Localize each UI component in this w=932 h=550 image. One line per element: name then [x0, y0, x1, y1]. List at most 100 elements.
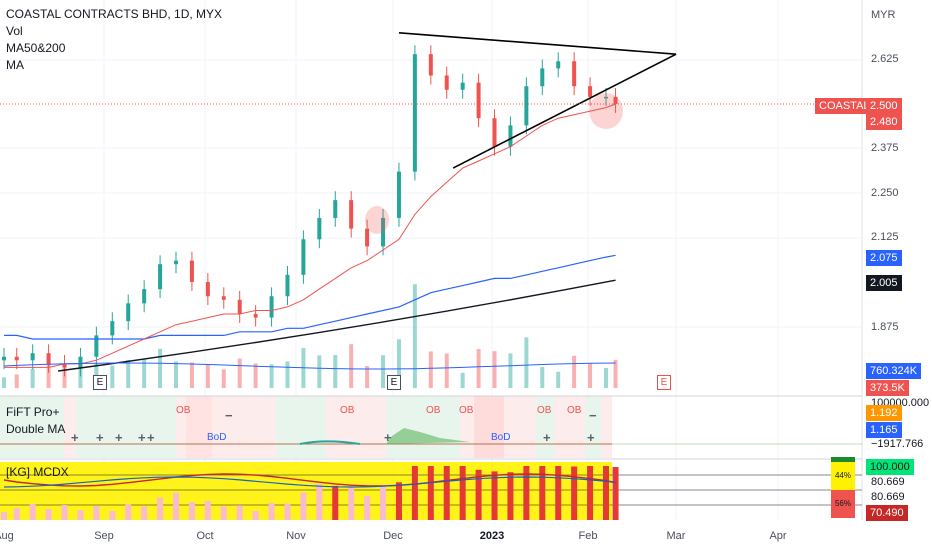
ob-label-5: OB [537, 405, 552, 416]
mcdx-value-4: 70.490 [866, 505, 908, 521]
earnings-marker-1[interactable]: E [93, 375, 107, 390]
mcdx-bar [523, 466, 530, 520]
mcdx-label[interactable]: [KG] MCDX [6, 465, 69, 479]
mcdx-bar [332, 485, 339, 520]
mcdx-bar [539, 466, 546, 520]
volume-bar [269, 364, 274, 388]
candle-body [189, 260, 194, 282]
mcdx-value-3: 80.669 [871, 491, 905, 503]
mcdx-pct-bottom: 56% [831, 490, 855, 518]
mcdx-value-2: 80.669 [871, 476, 905, 488]
mcdx-bar [13, 508, 20, 520]
symmetric-triangle-drawing[interactable] [398, 32, 677, 169]
volume-bar [508, 353, 513, 388]
triangle-upper-line [398, 32, 677, 55]
price-grid [0, 0, 862, 520]
mcdx-bar [157, 497, 164, 520]
price-tick-6: 1.875 [871, 321, 899, 333]
mcdx-bar [45, 509, 52, 520]
mcdx-bar [173, 492, 179, 520]
earnings-marker-2[interactable]: E [387, 375, 401, 390]
mcdx-bar [571, 466, 578, 520]
candle-body [317, 217, 322, 240]
svg-text:−: − [589, 408, 597, 423]
volume-bar [572, 355, 577, 388]
mcdx-bar [612, 467, 619, 520]
volume-bar [540, 367, 545, 388]
candle-body [524, 86, 529, 126]
bod-label-1: BoD [207, 432, 227, 443]
mcdx-bar [411, 466, 418, 520]
mcdx-bars [1, 466, 619, 520]
candle-body [365, 228, 370, 247]
x-label-oct: Oct [196, 530, 214, 542]
chart-title[interactable]: COASTAL CONTRACTS BHD, 1D, MYX [6, 7, 223, 21]
volume-bar [613, 359, 618, 388]
volume-bar [412, 284, 417, 388]
ma-black-line [58, 279, 616, 372]
volume-bar [604, 368, 608, 388]
mcdx-bar [300, 492, 307, 520]
mcdx-bar [61, 505, 68, 520]
volume-bar [381, 355, 386, 388]
mcdx-bar [236, 505, 243, 520]
vol-indicator-label[interactable]: Vol [6, 24, 23, 38]
svg-text:+: + [147, 430, 155, 445]
price-tick-3: 2.375 [871, 142, 899, 154]
mcdx-bar [252, 511, 259, 520]
candle-body [444, 75, 449, 90]
mcdx-legend-swatch [831, 457, 855, 462]
volume-ma-line [3, 362, 616, 370]
ma50-line [4, 103, 616, 368]
svg-text:+: + [71, 430, 79, 445]
currency-label[interactable]: MYR [871, 9, 896, 21]
ma-blue-line [4, 254, 616, 340]
fift-label[interactable]: FiFT Pro+ [6, 405, 60, 419]
candle-body [205, 282, 210, 297]
candle-body [476, 82, 481, 119]
volume-bar [396, 339, 401, 388]
volume-bar [46, 363, 51, 388]
ma-pair-indicator-label[interactable]: MA50&200 [6, 41, 66, 55]
mcdx-bar [316, 484, 323, 520]
candle-body [604, 96, 608, 99]
mcdx-line-blue [3, 476, 616, 488]
mcdx-bar [268, 502, 275, 520]
svg-text:+: + [384, 430, 392, 445]
candle-body [301, 239, 306, 275]
mcdx-value-1: 100.000 [866, 459, 914, 475]
volume-bar [317, 355, 322, 388]
fift-value-4: −1917.766 [871, 438, 924, 450]
volume-bar [476, 349, 481, 388]
mcdx-bar [443, 466, 450, 520]
volume-bar [126, 360, 131, 388]
volume-bar [444, 353, 449, 388]
volume-bar [349, 344, 354, 388]
double-ma-label[interactable]: Double MA [6, 422, 66, 436]
volume-bar [158, 348, 163, 388]
mcdx-bar [93, 506, 100, 520]
ob-label-6: OB [567, 405, 582, 416]
highlight-circle-apex [589, 93, 623, 129]
ma-blue-tag: 2.075 [866, 250, 902, 266]
candle-body [460, 82, 465, 90]
ob-label-2: OB [340, 405, 355, 416]
svg-text:+: + [587, 430, 595, 445]
earnings-marker-upcoming[interactable]: E [657, 375, 671, 390]
x-label-nov: Nov [286, 530, 306, 542]
mcdx-bar [284, 503, 291, 520]
mcdx-bar [427, 466, 434, 520]
volume-bar [14, 374, 19, 388]
countdown-price-tag: 2.480 [866, 114, 902, 130]
candle-body [381, 217, 386, 247]
highlight-circle-breakout [365, 206, 389, 234]
volume-bar [428, 351, 433, 388]
volume-bar [237, 358, 242, 388]
x-label-sep: Sep [94, 530, 114, 542]
volume-bar [524, 337, 529, 388]
ma-indicator-label[interactable]: MA [6, 58, 24, 72]
candle-body [46, 353, 51, 364]
candle-body [572, 61, 577, 87]
x-label-aug: Aug [0, 530, 14, 542]
